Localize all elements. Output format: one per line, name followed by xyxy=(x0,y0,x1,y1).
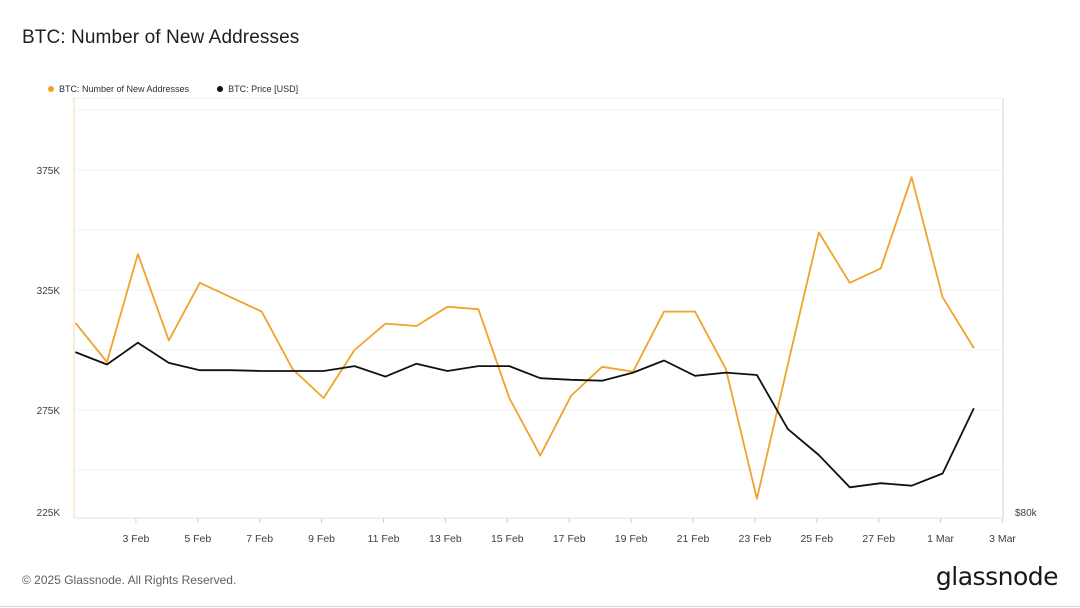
legend-dot-new-addresses xyxy=(48,86,54,92)
x-tick-label: 3 Feb xyxy=(122,533,149,545)
x-tick-label: 17 Feb xyxy=(553,533,586,545)
y-tick-label: 275K xyxy=(37,406,61,417)
series-line-price xyxy=(75,341,975,489)
x-tick-label: 5 Feb xyxy=(184,533,211,545)
y-tick-label: 375K xyxy=(37,166,61,177)
y-right-tick-label: $80k xyxy=(1015,508,1038,519)
series-line-new-addresses xyxy=(75,176,975,500)
legend-item-new-addresses[interactable]: BTC: Number of New Addresses xyxy=(48,84,189,94)
y-tick-label: 325K xyxy=(37,286,61,297)
bottom-divider xyxy=(0,606,1080,607)
glassnode-logo: glassnode xyxy=(935,562,1059,591)
copyright-text: © 2025 Glassnode. All Rights Reserved. xyxy=(22,573,237,587)
x-tick-label: 19 Feb xyxy=(615,533,648,545)
x-tick-label: 13 Feb xyxy=(429,533,462,545)
legend-label-new-addresses: BTC: Number of New Addresses xyxy=(59,84,190,94)
x-tick-label: 7 Feb xyxy=(246,533,273,545)
x-tick-label: 11 Feb xyxy=(368,533,400,545)
legend-label-price: BTC: Price [USD] xyxy=(228,84,299,94)
x-tick-label: 25 Feb xyxy=(800,533,833,545)
x-tick-label: 21 Feb xyxy=(677,533,710,545)
x-tick-label: 9 Feb xyxy=(308,533,335,545)
chart-title: BTC: Number of New Addresses xyxy=(22,27,300,48)
legend-item-price[interactable]: BTC: Price [USD] xyxy=(217,84,298,94)
x-tick-label: 1 Mar xyxy=(927,533,954,545)
x-tick-label: 3 Mar xyxy=(989,533,1016,545)
x-tick-label: 23 Feb xyxy=(739,533,772,545)
chart-legend: BTC: Number of New Addresses BTC: Price … xyxy=(48,84,298,94)
legend-dot-price xyxy=(217,86,224,92)
x-tick-label: 15 Feb xyxy=(491,533,524,545)
y-tick-label: 225K xyxy=(37,508,61,519)
x-tick-label: 27 Feb xyxy=(862,533,895,545)
